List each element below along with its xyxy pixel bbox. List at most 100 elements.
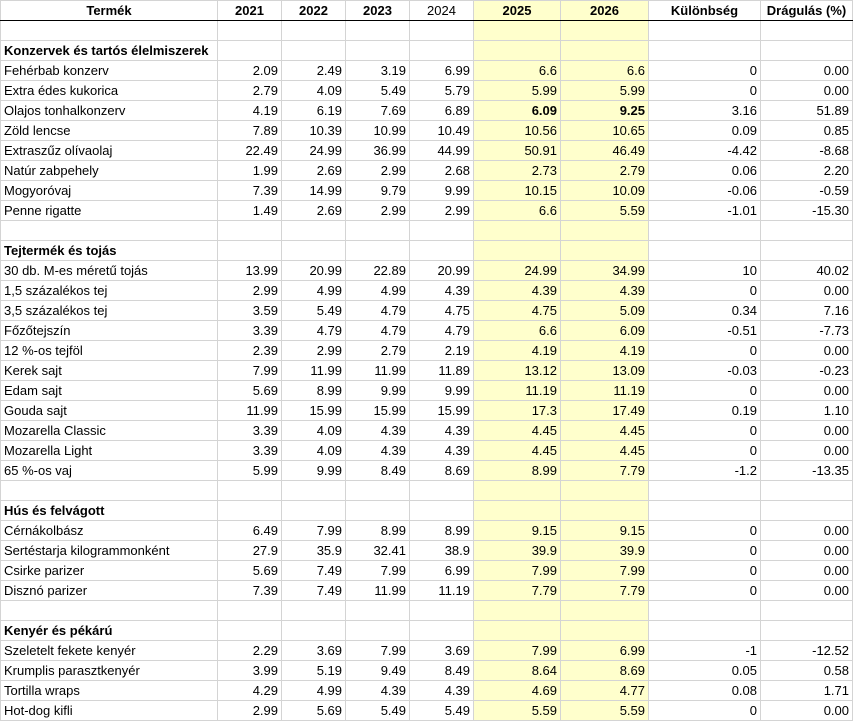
price-2025-cell[interactable]: 6.09 bbox=[473, 100, 561, 121]
price-2024-cell[interactable]: 38.9 bbox=[409, 540, 474, 561]
price-2025-cell[interactable]: 4.19 bbox=[473, 340, 561, 361]
price-2026-cell[interactable]: 13.09 bbox=[560, 360, 649, 381]
difference-cell[interactable]: -4.42 bbox=[648, 140, 761, 161]
header-price-increase-pct[interactable]: Drágulás (%) bbox=[760, 0, 853, 21]
difference-cell[interactable]: 0.05 bbox=[648, 660, 761, 681]
price-2025-cell[interactable]: 4.45 bbox=[473, 420, 561, 441]
price-2021-cell[interactable]: 11.99 bbox=[217, 400, 282, 421]
price-2021-cell[interactable]: 27.9 bbox=[217, 540, 282, 561]
price-2024-cell[interactable]: 11.19 bbox=[409, 580, 474, 601]
price-2026-cell[interactable]: 4.45 bbox=[560, 420, 649, 441]
price-2023-cell[interactable]: 4.39 bbox=[345, 680, 410, 701]
price-2026-cell[interactable]: 5.99 bbox=[560, 80, 649, 101]
empty-cell[interactable] bbox=[217, 480, 282, 501]
price-2026-cell[interactable]: 5.59 bbox=[560, 200, 649, 221]
difference-cell[interactable]: 0.08 bbox=[648, 680, 761, 701]
price-2026-cell[interactable]: 6.99 bbox=[560, 640, 649, 661]
header-2023[interactable]: 2023 bbox=[345, 0, 410, 21]
empty-cell[interactable] bbox=[560, 600, 649, 621]
price-increase-pct-cell[interactable]: -8.68 bbox=[760, 140, 853, 161]
empty-cell[interactable] bbox=[0, 480, 218, 501]
empty-cell[interactable] bbox=[217, 620, 282, 641]
price-2025-cell[interactable]: 6.6 bbox=[473, 320, 561, 341]
price-increase-pct-cell[interactable]: 2.20 bbox=[760, 160, 853, 181]
price-increase-pct-cell[interactable]: 0.00 bbox=[760, 60, 853, 81]
empty-cell[interactable] bbox=[760, 20, 853, 41]
price-2023-cell[interactable]: 4.79 bbox=[345, 300, 410, 321]
product-name-cell[interactable]: Mozarella Classic bbox=[0, 420, 218, 441]
price-2023-cell[interactable]: 2.99 bbox=[345, 200, 410, 221]
header-2021[interactable]: 2021 bbox=[217, 0, 282, 21]
difference-cell[interactable]: -0.51 bbox=[648, 320, 761, 341]
price-2024-cell[interactable]: 44.99 bbox=[409, 140, 474, 161]
price-increase-pct-cell[interactable]: 0.00 bbox=[760, 520, 853, 541]
price-2025-cell[interactable]: 39.9 bbox=[473, 540, 561, 561]
price-2021-cell[interactable]: 5.69 bbox=[217, 560, 282, 581]
price-2023-cell[interactable]: 11.99 bbox=[345, 580, 410, 601]
price-2023-cell[interactable]: 4.39 bbox=[345, 420, 410, 441]
price-2025-cell[interactable]: 8.64 bbox=[473, 660, 561, 681]
price-increase-pct-cell[interactable]: 0.00 bbox=[760, 540, 853, 561]
price-2025-cell[interactable]: 13.12 bbox=[473, 360, 561, 381]
empty-cell[interactable] bbox=[345, 600, 410, 621]
price-2026-cell[interactable]: 10.09 bbox=[560, 180, 649, 201]
price-increase-pct-cell[interactable]: -0.23 bbox=[760, 360, 853, 381]
price-2021-cell[interactable]: 7.99 bbox=[217, 360, 282, 381]
price-2026-cell[interactable]: 7.99 bbox=[560, 560, 649, 581]
price-increase-pct-cell[interactable]: 51.89 bbox=[760, 100, 853, 121]
product-name-cell[interactable]: Disznó parizer bbox=[0, 580, 218, 601]
empty-cell[interactable] bbox=[560, 620, 649, 641]
product-name-cell[interactable]: Gouda sajt bbox=[0, 400, 218, 421]
price-2022-cell[interactable]: 24.99 bbox=[281, 140, 346, 161]
price-increase-pct-cell[interactable]: 0.00 bbox=[760, 380, 853, 401]
price-2025-cell[interactable]: 4.75 bbox=[473, 300, 561, 321]
price-2024-cell[interactable]: 3.69 bbox=[409, 640, 474, 661]
empty-cell[interactable] bbox=[473, 220, 561, 241]
price-2024-cell[interactable]: 5.49 bbox=[409, 700, 474, 721]
empty-cell[interactable] bbox=[409, 40, 474, 61]
price-2021-cell[interactable]: 1.99 bbox=[217, 160, 282, 181]
empty-cell[interactable] bbox=[560, 500, 649, 521]
price-2025-cell[interactable]: 11.19 bbox=[473, 380, 561, 401]
price-2026-cell[interactable]: 2.79 bbox=[560, 160, 649, 181]
price-2026-cell[interactable]: 7.79 bbox=[560, 460, 649, 481]
price-2022-cell[interactable]: 7.49 bbox=[281, 560, 346, 581]
empty-cell[interactable] bbox=[760, 500, 853, 521]
empty-cell[interactable] bbox=[648, 600, 761, 621]
difference-cell[interactable]: -0.03 bbox=[648, 360, 761, 381]
price-2025-cell[interactable]: 10.15 bbox=[473, 180, 561, 201]
empty-cell[interactable] bbox=[760, 620, 853, 641]
price-2022-cell[interactable]: 2.99 bbox=[281, 340, 346, 361]
difference-cell[interactable]: 0.19 bbox=[648, 400, 761, 421]
price-2022-cell[interactable]: 2.69 bbox=[281, 160, 346, 181]
price-2022-cell[interactable]: 20.99 bbox=[281, 260, 346, 281]
product-name-cell[interactable]: Csirke parizer bbox=[0, 560, 218, 581]
price-2021-cell[interactable]: 3.39 bbox=[217, 440, 282, 461]
price-2026-cell[interactable]: 9.25 bbox=[560, 100, 649, 121]
empty-cell[interactable] bbox=[0, 20, 218, 41]
price-2025-cell[interactable]: 10.56 bbox=[473, 120, 561, 141]
price-2023-cell[interactable]: 8.49 bbox=[345, 460, 410, 481]
empty-cell[interactable] bbox=[281, 40, 346, 61]
price-2026-cell[interactable]: 6.6 bbox=[560, 60, 649, 81]
price-2026-cell[interactable]: 4.39 bbox=[560, 280, 649, 301]
empty-cell[interactable] bbox=[648, 240, 761, 261]
product-name-cell[interactable]: Szeletelt fekete kenyér bbox=[0, 640, 218, 661]
product-name-cell[interactable]: 3,5 százalékos tej bbox=[0, 300, 218, 321]
empty-cell[interactable] bbox=[648, 620, 761, 641]
difference-cell[interactable]: 3.16 bbox=[648, 100, 761, 121]
empty-cell[interactable] bbox=[560, 40, 649, 61]
price-2021-cell[interactable]: 2.79 bbox=[217, 80, 282, 101]
empty-cell[interactable] bbox=[760, 600, 853, 621]
price-2022-cell[interactable]: 4.99 bbox=[281, 280, 346, 301]
empty-cell[interactable] bbox=[0, 600, 218, 621]
price-2025-cell[interactable]: 7.79 bbox=[473, 580, 561, 601]
price-2026-cell[interactable]: 6.09 bbox=[560, 320, 649, 341]
price-2023-cell[interactable]: 9.49 bbox=[345, 660, 410, 681]
header-product[interactable]: Termék bbox=[0, 0, 218, 21]
header-2025[interactable]: 2025 bbox=[473, 0, 561, 21]
price-2021-cell[interactable]: 2.99 bbox=[217, 700, 282, 721]
price-2021-cell[interactable]: 2.99 bbox=[217, 280, 282, 301]
price-2024-cell[interactable]: 9.99 bbox=[409, 180, 474, 201]
price-increase-pct-cell[interactable]: -13.35 bbox=[760, 460, 853, 481]
